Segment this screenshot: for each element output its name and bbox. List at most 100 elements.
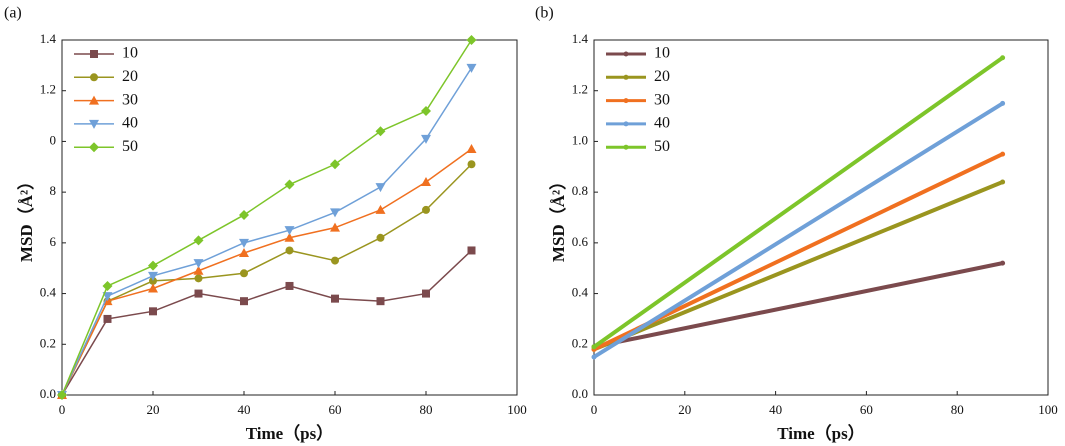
y-tick-label: 1.2 (40, 82, 56, 97)
data-point (331, 256, 339, 265)
data-point (1000, 100, 1006, 106)
data-point (591, 354, 597, 360)
data-point (422, 205, 430, 214)
y-tick-label: 0.0 (572, 386, 588, 401)
x-tick-label: 100 (507, 402, 527, 417)
data-point (376, 297, 385, 306)
y-tick-label: 0.2 (40, 335, 56, 350)
legend-marker (90, 73, 98, 82)
y-tick-label: 0.4 (40, 285, 57, 300)
legend-marker (623, 121, 629, 127)
panel-label: (a) (4, 5, 22, 22)
data-point (194, 289, 203, 298)
series-line (61, 249, 473, 396)
legend-label: 10 (122, 45, 138, 62)
data-point (193, 259, 204, 269)
data-point (193, 265, 204, 275)
plot-frame (593, 39, 1049, 396)
legend-marker (90, 50, 98, 58)
data-point (376, 233, 385, 242)
legend-label: 30 (654, 91, 670, 108)
series-line (592, 101, 1004, 359)
data-point (422, 289, 430, 298)
data-point (149, 307, 157, 316)
data-point (421, 134, 431, 144)
data-point (330, 222, 340, 232)
legend-marker (89, 119, 99, 129)
data-point (239, 209, 249, 220)
y-tick-label: 0.4 (572, 285, 589, 300)
data-point (240, 269, 248, 278)
data-point (193, 235, 204, 246)
data-point (239, 248, 249, 257)
y-tick-label: 0.2 (572, 335, 588, 350)
data-point (421, 177, 431, 186)
panel-label: (b) (535, 5, 554, 22)
legend-label: 20 (654, 68, 670, 85)
data-point (375, 183, 386, 193)
x-tick-label: 40 (769, 402, 782, 417)
y-tick-label: 1.0 (572, 132, 588, 147)
legend-label: 30 (122, 91, 138, 108)
x-tick-label: 60 (329, 402, 342, 417)
y-tick-label: 1.2 (572, 82, 588, 97)
legend-marker (89, 95, 99, 105)
y-axis-title: MSD（Å²） (548, 173, 568, 262)
data-point (375, 126, 386, 137)
y-axis-title: MSD（Å²） (16, 173, 36, 262)
data-point (284, 232, 295, 242)
data-point (148, 260, 158, 271)
legend-marker (623, 144, 629, 150)
legend-label: 20 (122, 68, 138, 85)
data-point (102, 280, 113, 291)
data-point (103, 314, 112, 323)
series-line (593, 180, 1004, 352)
x-axis-title: Time（ps） (246, 423, 334, 443)
data-point (330, 208, 340, 218)
series-line (61, 67, 473, 396)
data-point (1000, 260, 1006, 266)
data-point (375, 204, 386, 214)
data-point (285, 281, 294, 290)
data-point (466, 35, 477, 45)
x-tick-label: 20 (147, 402, 160, 417)
y-tick-label: 6 (50, 234, 57, 249)
data-point (466, 63, 477, 73)
legend-label: 40 (654, 115, 670, 132)
data-point (148, 271, 158, 281)
data-point (421, 106, 431, 116)
plot-frame (61, 39, 518, 396)
y-tick-label: 0.8 (572, 183, 588, 198)
data-point (467, 246, 476, 255)
data-point (149, 276, 157, 285)
data-point (331, 294, 339, 303)
legend-marker (89, 142, 99, 153)
data-point (284, 226, 295, 236)
y-tick-label: 0 (50, 132, 57, 147)
x-tick-label: 100 (1038, 402, 1058, 417)
legend-label: 50 (122, 138, 138, 155)
legend-marker (623, 74, 629, 80)
y-tick-label: 0.0 (40, 386, 56, 401)
legend-marker (623, 51, 629, 57)
data-point (285, 246, 294, 255)
data-point (1000, 55, 1006, 61)
data-point (591, 344, 597, 350)
y-tick-label: 0.6 (572, 234, 589, 249)
x-tick-label: 80 (951, 402, 964, 417)
data-point (240, 297, 248, 306)
data-point (467, 160, 476, 169)
data-point (102, 292, 113, 302)
series-line (61, 39, 473, 396)
data-point (239, 238, 249, 248)
x-tick-label: 60 (860, 402, 873, 417)
x-tick-label: 80 (420, 402, 433, 417)
x-axis-title: Time（ps） (777, 423, 865, 443)
data-point (194, 274, 203, 283)
series-line (61, 163, 473, 396)
legend-label: 10 (654, 45, 670, 62)
data-point (330, 159, 340, 170)
x-tick-label: 20 (678, 402, 691, 417)
data-point (466, 144, 477, 154)
